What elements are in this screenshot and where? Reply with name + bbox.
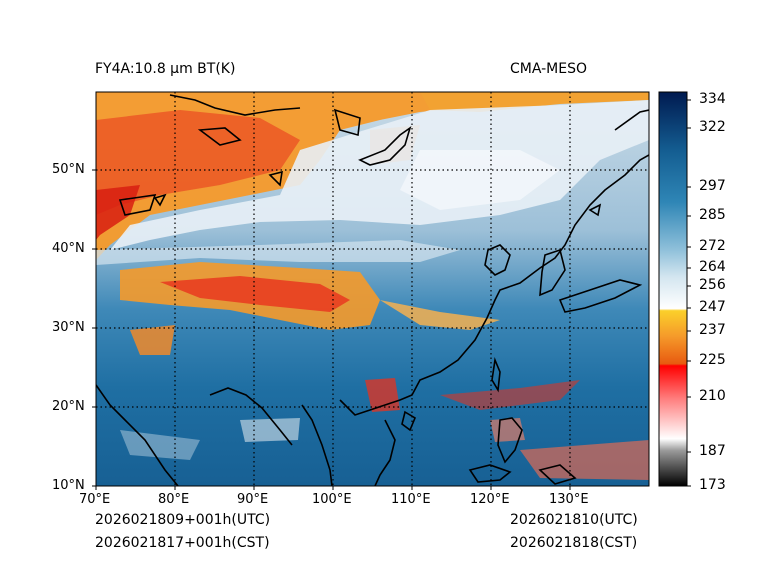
valid-time-cst: 2026021818(CST): [510, 535, 638, 551]
lon-label: 70°E: [79, 492, 111, 507]
colorbar-label: 225: [699, 352, 726, 368]
lon-label: 120°E: [470, 492, 510, 507]
colorbar-label: 264: [699, 259, 726, 275]
lat-label: 30°N: [52, 320, 85, 335]
lat-label: 50°N: [52, 162, 85, 177]
colorbar-label: 247: [699, 299, 726, 315]
axis-ticks: [92, 169, 571, 490]
colorbar-label: 237: [699, 322, 726, 338]
lon-label: 100°E: [312, 492, 352, 507]
colorbar-label: 322: [699, 119, 726, 135]
lon-label: 90°E: [237, 492, 269, 507]
map-frame: [95, 91, 650, 487]
coastlines: [96, 94, 649, 486]
init-time-cst: 2026021817+001h(CST): [95, 535, 270, 551]
colorbar-label: 210: [699, 388, 726, 404]
lat-label: 20°N: [52, 399, 85, 414]
lon-label: 110°E: [391, 492, 431, 507]
colorbar-label: 334: [699, 91, 726, 107]
colorbar-label: 187: [699, 443, 726, 459]
model-name: CMA-MESO: [510, 61, 588, 77]
colorbar: [659, 92, 687, 486]
colorbar-label: 285: [699, 207, 726, 223]
valid-time-utc: 2026021810(UTC): [510, 512, 638, 528]
colorbar-label: 256: [699, 277, 726, 293]
lon-label: 130°E: [549, 492, 589, 507]
colorbar-label: 173: [699, 477, 726, 493]
init-time-utc: 2026021809+001h(UTC): [95, 512, 271, 528]
colorbar-label: 297: [699, 178, 726, 194]
satellite-image: [96, 92, 649, 486]
lat-label: 10°N: [52, 478, 85, 493]
colorbar-ticks: [687, 99, 691, 487]
lat-label: 40°N: [52, 241, 85, 256]
lon-label: 80°E: [158, 492, 190, 507]
colorbar-label: 272: [699, 238, 726, 254]
map-title: FY4A:10.8 µm BT(K): [95, 61, 236, 77]
